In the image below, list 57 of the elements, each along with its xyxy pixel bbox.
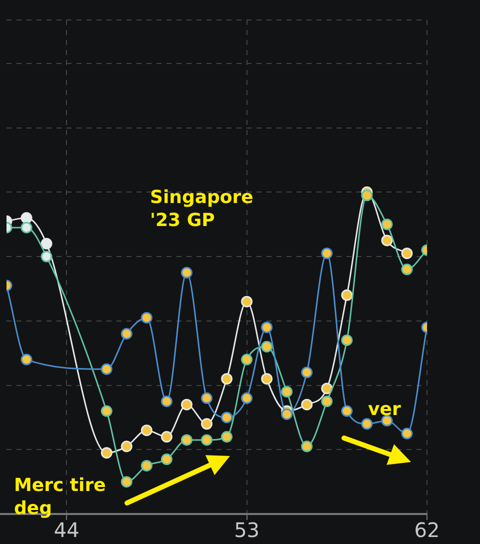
point: [140, 424, 152, 436]
x-tick-label: 53: [234, 518, 260, 542]
point: [160, 431, 172, 443]
point: [200, 418, 212, 430]
point: [200, 434, 212, 446]
point: [120, 440, 132, 452]
point: [180, 434, 192, 446]
point: [40, 238, 52, 250]
point: [341, 334, 353, 346]
point: [261, 322, 273, 334]
point: [140, 460, 152, 472]
point: [100, 447, 112, 459]
point: [160, 454, 172, 466]
point: [401, 428, 413, 440]
point: [261, 340, 273, 352]
point: [301, 398, 313, 410]
point: [281, 386, 293, 398]
point: [40, 250, 52, 262]
point: [241, 296, 253, 308]
point: [401, 248, 413, 260]
point: [401, 264, 413, 276]
point: [341, 405, 353, 417]
point: [100, 363, 112, 375]
point: [20, 212, 32, 224]
point: [221, 412, 233, 424]
point: [301, 440, 313, 452]
point: [341, 289, 353, 301]
point: [321, 396, 333, 408]
point: [160, 396, 172, 408]
point: [321, 382, 333, 394]
point: [361, 190, 373, 202]
point: [261, 373, 273, 385]
point: [180, 266, 192, 278]
point: [221, 373, 233, 385]
point: [120, 476, 132, 488]
point: [221, 431, 233, 443]
point: [381, 218, 393, 230]
point: [180, 398, 192, 410]
point: [281, 408, 293, 420]
point: [20, 222, 32, 234]
annotation: Merc tire deg: [14, 474, 106, 520]
point: [241, 354, 253, 366]
point: [241, 392, 253, 404]
point: [140, 312, 152, 324]
point: [301, 366, 313, 378]
point: [20, 354, 32, 366]
x-tick-label: 44: [54, 518, 80, 542]
point: [361, 418, 373, 430]
point: [200, 392, 212, 404]
point: [120, 328, 132, 340]
annotation: Singapore '23 GP: [150, 186, 254, 232]
point: [381, 234, 393, 246]
point: [381, 414, 393, 426]
point: [100, 405, 112, 417]
point: [321, 248, 333, 260]
x-tick-label: 62: [414, 518, 440, 542]
annotation: ver: [368, 398, 401, 421]
